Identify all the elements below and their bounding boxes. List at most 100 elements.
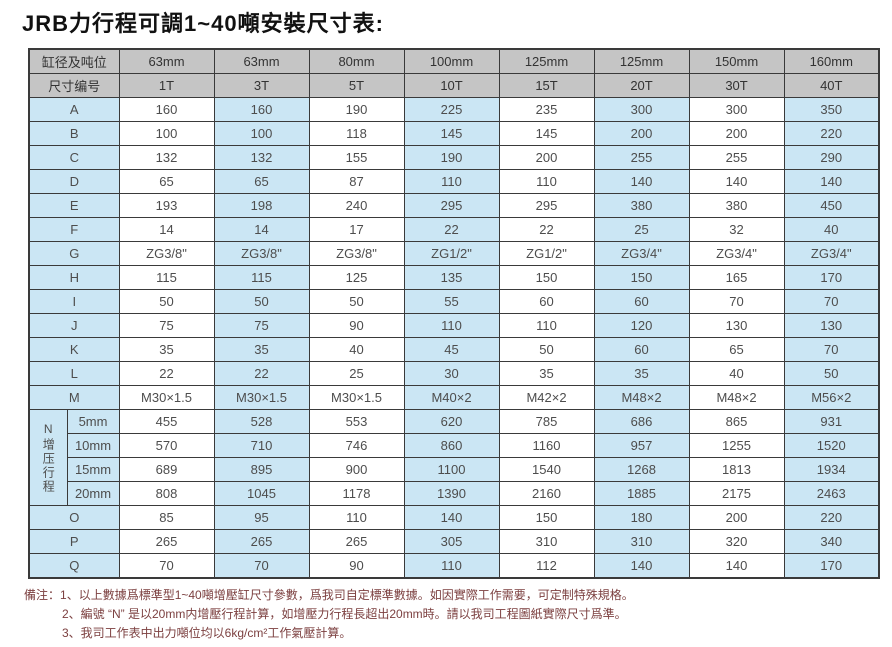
table-cell: 2160	[498, 481, 595, 506]
table-cell: 300	[688, 97, 785, 122]
table-cell: 65	[213, 169, 310, 194]
table-cell: 957	[593, 433, 690, 458]
table-cell: 295	[403, 193, 500, 218]
footnotes: 備注：1、以上數據爲標準型1~40噸增壓缸尺寸參數，爲我司自定標準數據。如因實際…	[24, 586, 874, 644]
row-label: H	[28, 265, 120, 290]
table-cell: 570	[118, 433, 215, 458]
table-cell: 70	[213, 553, 310, 579]
table-cell: 110	[498, 313, 595, 338]
table-cell: 450	[783, 193, 880, 218]
table-row: M M30×1.5 M30×1.5 M30×1.5 M40×2 M42×2 M48×2 M48…	[28, 385, 880, 410]
table-row: I 50 50 50 55 60 60 70 70	[28, 289, 880, 314]
row-label: F	[28, 217, 120, 242]
table-cell: 70	[118, 553, 215, 579]
table-cell: 112	[498, 553, 595, 579]
table-cell: 931	[783, 409, 880, 434]
table-cell: ZG1/2"	[498, 241, 595, 266]
table-cell: 686	[593, 409, 690, 434]
table-cell: 190	[308, 97, 405, 122]
table-cell: 320	[688, 529, 785, 554]
table-row: E 193 198 240 295 295 380 380 450	[28, 193, 880, 218]
table-cell: 130	[783, 313, 880, 338]
table-cell: 32	[688, 217, 785, 242]
table-row: O 85 95 110 140 150 180 200 220	[28, 505, 880, 530]
table-cell: M56×2	[783, 385, 880, 410]
header-row-label: 尺寸编号	[28, 73, 120, 98]
table-cell: 35	[498, 361, 595, 386]
row-label: I	[28, 289, 120, 314]
table-cell: 170	[783, 553, 880, 579]
row-label: Q	[28, 553, 120, 579]
table-cell: 1885	[593, 481, 690, 506]
table-cell: 2175	[688, 481, 785, 506]
table-cell: 180	[593, 505, 690, 530]
table-header-row: 缸径及吨位 63mm 63mm 80mm 100mm 125mm 125mm 150mm 160…	[28, 48, 880, 74]
table-cell: 255	[593, 145, 690, 170]
table-cell: 50	[498, 337, 595, 362]
table-cell: 25	[308, 361, 405, 386]
header-cell: 15T	[498, 73, 595, 98]
table-cell: 110	[498, 169, 595, 194]
table-cell: M48×2	[688, 385, 785, 410]
table-cell: 160	[213, 97, 310, 122]
table-cell: 290	[783, 145, 880, 170]
header-cell: 125mm	[593, 48, 690, 74]
table-row: N增压行程 5mm 455 528 553 620 785 686 865 931	[28, 409, 880, 506]
table-cell: 45	[403, 337, 500, 362]
table-cell: ZG1/2"	[403, 241, 500, 266]
table-cell: 95	[213, 505, 310, 530]
table-row: B 100 100 118 145 145 200 200 220	[28, 121, 880, 146]
table-cell: 22	[498, 217, 595, 242]
table-cell: 265	[213, 529, 310, 554]
row-label: E	[28, 193, 120, 218]
table-cell: 1520	[783, 433, 880, 458]
table-cell: 553	[308, 409, 405, 434]
footnote-line-3: 3、我司工作表中出力噸位均以6kg/cm²工作氣壓計算。	[24, 624, 874, 643]
table-cell: 118	[308, 121, 405, 146]
table-cell: 1160	[498, 433, 595, 458]
table-cell: 100	[118, 121, 215, 146]
table-cell: 785	[498, 409, 595, 434]
table-cell: 35	[118, 337, 215, 362]
table-cell: 895	[213, 457, 310, 482]
table-cell: 130	[688, 313, 785, 338]
table-cell: 455	[118, 409, 215, 434]
n-group-label: N增压行程	[28, 409, 68, 506]
footnote-text: 2、編號 “N” 是以20mm内增壓行程計算，如增壓力行程長超出20mm時。請以…	[62, 607, 627, 622]
table-cell: 200	[688, 505, 785, 530]
table-cell: 22	[403, 217, 500, 242]
table-cell: 350	[783, 97, 880, 122]
table-cell: 620	[403, 409, 500, 434]
table-cell: 17	[308, 217, 405, 242]
table-cell: 380	[688, 193, 785, 218]
row-label: L	[28, 361, 120, 386]
table-cell: 380	[593, 193, 690, 218]
table-cell: 140	[783, 169, 880, 194]
table-cell: 689	[118, 457, 215, 482]
table-cell: 240	[308, 193, 405, 218]
table-cell: 145	[498, 121, 595, 146]
table-cell: 70	[783, 337, 880, 362]
table-row: H 115 115 125 135 150 150 165 170	[28, 265, 880, 290]
footnote-line-2: 2、編號 “N” 是以20mm内增壓行程計算，如增壓力行程長超出20mm時。請以…	[24, 605, 874, 624]
n-sub-label: 5mm	[66, 409, 120, 434]
table-cell: 75	[213, 313, 310, 338]
table-cell: 225	[403, 97, 500, 122]
table-cell: 140	[593, 169, 690, 194]
table-cell: 132	[213, 145, 310, 170]
table-cell: 235	[498, 97, 595, 122]
table-cell: 14	[118, 217, 215, 242]
table-cell: 150	[498, 265, 595, 290]
header-cell: 20T	[593, 73, 690, 98]
table-cell: 198	[213, 193, 310, 218]
table-cell: 305	[403, 529, 500, 554]
table-row: A 160 160 190 225 235 300 300 350	[28, 97, 880, 122]
table-row: C 132 132 155 190 200 255 255 290	[28, 145, 880, 170]
table-row: 15mm 689 895 900 1100 1540 1268 1813 1934	[29, 457, 880, 482]
table-cell: 110	[308, 505, 405, 530]
table-cell: 265	[308, 529, 405, 554]
table-cell: 40	[688, 361, 785, 386]
table-cell: 125	[308, 265, 405, 290]
header-cell: 40T	[783, 73, 880, 98]
table-cell: ZG3/8"	[118, 241, 215, 266]
